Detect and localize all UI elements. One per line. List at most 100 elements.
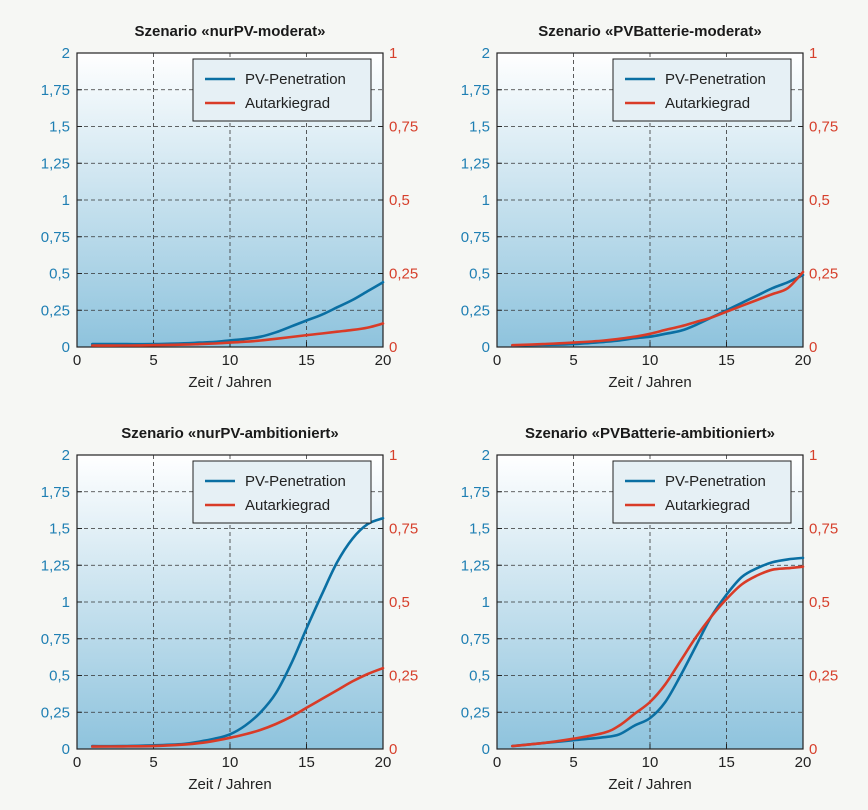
y-tick-label-left: 0,75	[461, 229, 490, 246]
y-tick-label-right: 0,5	[389, 192, 410, 209]
y-tick-label-left: 0,75	[41, 229, 70, 246]
y-tick-label-left: 0,25	[41, 704, 70, 721]
y-tick-label-right: 0,5	[809, 594, 830, 611]
y-tick-label-right: 0,5	[389, 594, 410, 611]
series-line-autarkiegrad	[91, 322, 385, 347]
legend-box	[192, 58, 372, 122]
x-tick-label: 10	[642, 754, 659, 771]
legend-label: PV-Penetration	[665, 71, 766, 88]
y-tick-label-left: 1,75	[461, 82, 490, 99]
x-tick-label: 15	[298, 352, 315, 369]
legend: PV-Penetration Autarkiegrad	[612, 460, 792, 524]
series-line-pv-penetration	[510, 273, 805, 347]
series-line-autarkiegrad	[91, 666, 385, 748]
y-tick-label-left: 1,25	[461, 155, 490, 172]
x-tick-label: 5	[149, 754, 157, 771]
y-tick-label-left: 0,25	[461, 704, 490, 721]
legend-label: Autarkiegrad	[665, 497, 750, 514]
legend-box	[612, 460, 792, 524]
series-line-autarkiegrad	[510, 565, 805, 748]
series-line-autarkiegrad	[510, 270, 805, 347]
y-tick-label-left: 1,5	[49, 521, 70, 538]
y-tick-label-right: 1	[389, 447, 397, 464]
y-tick-label-left: 1	[62, 192, 70, 209]
y-tick-label-right: 0	[389, 339, 397, 356]
x-tick-label: 5	[149, 352, 157, 369]
y-tick-label-right: 0	[809, 741, 817, 758]
legend-label: Autarkiegrad	[245, 497, 330, 514]
x-tick-label: 15	[298, 754, 315, 771]
y-tick-label-left: 1,25	[41, 155, 70, 172]
y-tick-label-right: 0,25	[809, 668, 838, 685]
y-tick-label-left: 0,5	[49, 266, 70, 283]
x-tick-label: 15	[718, 754, 735, 771]
y-tick-label-left: 0,75	[461, 631, 490, 648]
chart-title: Szenario «nurPV-moderat»	[135, 23, 326, 40]
y-tick-label-left: 0	[482, 741, 490, 758]
legend-label: PV-Penetration	[245, 71, 346, 88]
chart-title: Szenario «nurPV-ambitioniert»	[121, 425, 339, 442]
y-tick-label-left: 1,5	[469, 521, 490, 538]
y-tick-label-left: 0,5	[469, 266, 490, 283]
legend-box	[192, 460, 372, 524]
x-tick-label: 10	[642, 352, 659, 369]
x-axis-label: Zeit / Jahren	[188, 374, 271, 391]
x-axis-label: Zeit / Jahren	[188, 776, 271, 793]
y-tick-label-right: 0,75	[389, 119, 418, 136]
y-tick-label-left: 0	[62, 339, 70, 356]
y-tick-label-left: 0	[62, 741, 70, 758]
x-tick-label: 10	[222, 754, 239, 771]
y-tick-label-left: 1	[62, 594, 70, 611]
x-tick-label: 0	[493, 754, 501, 771]
y-tick-label-left: 1,25	[461, 557, 490, 574]
y-tick-label-left: 2	[62, 447, 70, 464]
x-axis-label: Zeit / Jahren	[608, 374, 691, 391]
y-tick-label-right: 0	[389, 741, 397, 758]
legend-label: Autarkiegrad	[665, 95, 750, 112]
y-tick-label-left: 0,25	[461, 302, 490, 319]
legend: PV-Penetration Autarkiegrad	[612, 58, 792, 122]
y-tick-label-left: 1,25	[41, 557, 70, 574]
chart-title: Szenario «PVBatterie-ambitioniert»	[525, 425, 775, 442]
y-tick-label-left: 1,5	[49, 119, 70, 136]
x-tick-label: 0	[493, 352, 501, 369]
x-tick-label: 20	[375, 352, 392, 369]
y-tick-label-left: 0,5	[469, 668, 490, 685]
x-tick-label: 15	[718, 352, 735, 369]
y-tick-label-right: 1	[809, 45, 817, 62]
y-tick-label-right: 0,25	[809, 266, 838, 283]
x-tick-label: 20	[795, 352, 812, 369]
y-tick-label-right: 0,5	[809, 192, 830, 209]
y-tick-label-left: 1	[482, 594, 490, 611]
x-axis-label: Zeit / Jahren	[608, 776, 691, 793]
legend: PV-Penetration Autarkiegrad	[192, 58, 372, 122]
y-tick-label-right: 0,25	[389, 668, 418, 685]
legend-label: Autarkiegrad	[245, 95, 330, 112]
chart-title: Szenario «PVBatterie-moderat»	[538, 23, 761, 40]
y-tick-label-left: 2	[482, 447, 490, 464]
y-tick-label-left: 0,75	[41, 631, 70, 648]
y-tick-label-right: 0,75	[809, 521, 838, 538]
legend: PV-Penetration Autarkiegrad	[192, 460, 372, 524]
y-tick-label-left: 1,5	[469, 119, 490, 136]
y-tick-label-left: 1,75	[461, 484, 490, 501]
x-tick-label: 0	[73, 754, 81, 771]
y-tick-label-left: 0,25	[41, 302, 70, 319]
legend-box	[612, 58, 792, 122]
series-line-pv-penetration	[510, 556, 805, 748]
x-tick-label: 0	[73, 352, 81, 369]
x-tick-label: 10	[222, 352, 239, 369]
y-tick-label-right: 0,75	[809, 119, 838, 136]
legend-label: PV-Penetration	[245, 473, 346, 490]
x-tick-label: 20	[795, 754, 812, 771]
y-tick-label-left: 1	[482, 192, 490, 209]
x-tick-label: 20	[375, 754, 392, 771]
y-tick-label-right: 0,25	[389, 266, 418, 283]
y-tick-label-right: 0	[809, 339, 817, 356]
y-tick-label-left: 0	[482, 339, 490, 356]
y-tick-label-right: 1	[809, 447, 817, 464]
